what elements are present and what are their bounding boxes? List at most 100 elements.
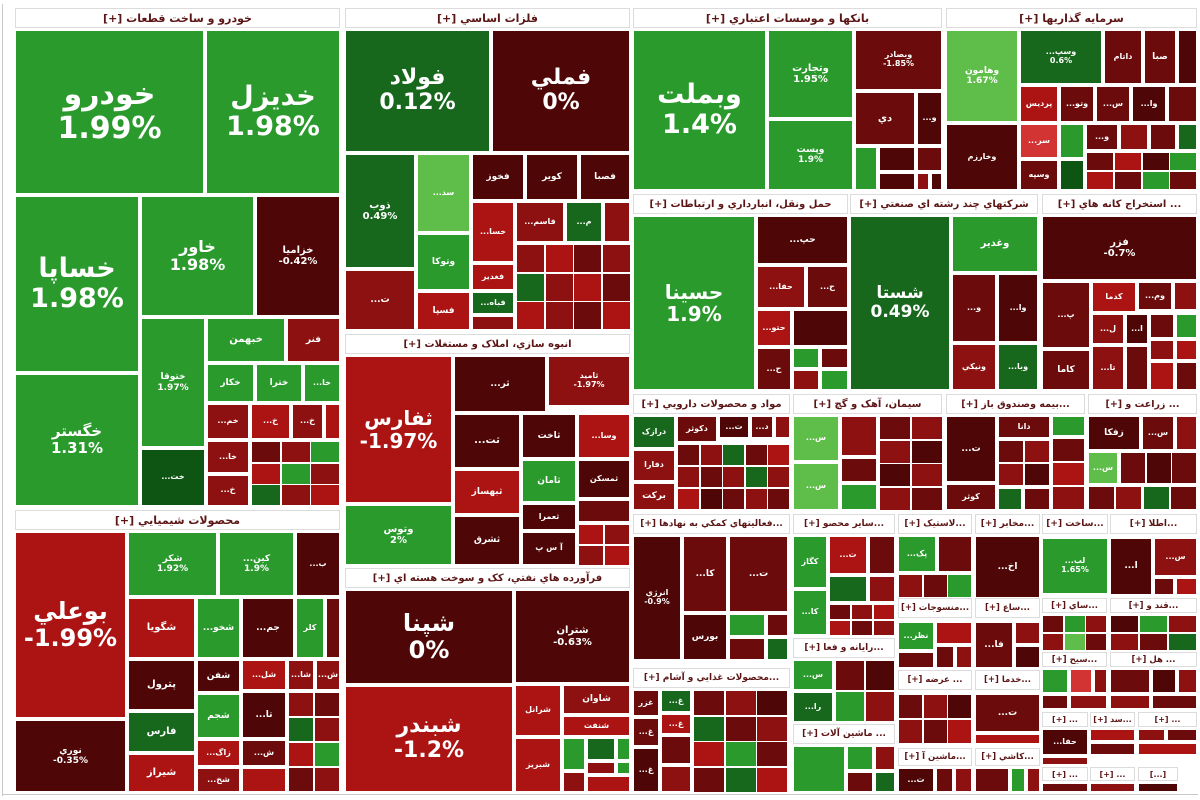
stock-tile[interactable] <box>700 444 723 466</box>
stock-tile[interactable] <box>1042 633 1064 651</box>
stock-tile[interactable] <box>1176 340 1197 360</box>
stock-tile[interactable] <box>578 545 604 566</box>
stock-tile[interactable] <box>745 466 768 488</box>
stock-tile[interactable]: خ... <box>207 475 249 506</box>
stock-tile[interactable] <box>917 173 929 190</box>
stock-tile[interactable]: وبملت 1.4% <box>633 30 766 190</box>
stock-tile[interactable] <box>879 440 911 464</box>
stock-tile[interactable] <box>869 536 895 574</box>
stock-tile[interactable] <box>1168 86 1197 122</box>
stock-tile[interactable] <box>1169 152 1197 171</box>
stock-tile[interactable]: حسينا 1.9% <box>633 216 755 390</box>
stock-tile[interactable] <box>573 244 602 273</box>
stock-tile[interactable] <box>955 768 972 792</box>
stock-tile[interactable] <box>516 273 545 302</box>
stock-tile[interactable] <box>242 768 286 792</box>
sector-header-mini-3[interactable]: ... [+] <box>1138 712 1197 727</box>
stock-tile[interactable] <box>1052 438 1085 462</box>
stock-tile[interactable] <box>911 416 943 440</box>
stock-tile[interactable] <box>879 463 911 487</box>
sector-header-investments[interactable]: سرمايه گذاريها [+] <box>946 8 1197 28</box>
stock-tile[interactable] <box>288 742 314 767</box>
stock-tile[interactable] <box>1042 695 1068 709</box>
sector-header-agriculture[interactable]: ... زراعت و [+] <box>1088 394 1197 414</box>
stock-tile[interactable]: سر... <box>1020 124 1058 158</box>
stock-tile[interactable] <box>1138 729 1165 741</box>
stock-tile[interactable]: ثفارس -1.97% <box>345 356 452 503</box>
stock-tile[interactable] <box>1139 633 1168 651</box>
stock-tile[interactable] <box>793 348 819 368</box>
stock-tile[interactable] <box>1126 346 1148 390</box>
sector-header-real-estate[interactable]: انبوه سازي، املاک و مستغلات [+] <box>345 334 630 354</box>
stock-tile[interactable] <box>879 416 911 440</box>
stock-tile[interactable] <box>767 614 788 636</box>
stock-tile[interactable] <box>829 620 851 636</box>
stock-tile[interactable] <box>472 316 514 330</box>
stock-tile[interactable] <box>281 441 311 463</box>
stock-tile[interactable] <box>288 767 314 792</box>
stock-tile[interactable]: ختوقا 1.97% <box>141 318 205 447</box>
stock-tile[interactable] <box>767 444 790 466</box>
stock-tile[interactable] <box>847 746 873 770</box>
stock-tile[interactable]: آ س پ <box>522 532 576 565</box>
stock-tile[interactable] <box>693 767 725 793</box>
stock-tile[interactable] <box>1178 30 1197 84</box>
sector-header-information[interactable]: ...اطلا [+] <box>1110 514 1197 534</box>
stock-tile[interactable]: س... <box>793 416 839 461</box>
sector-header-sugar[interactable]: ...قند و [+] <box>1110 598 1197 613</box>
sector-header-supply[interactable]: ... عرضه [+] <box>898 670 972 690</box>
stock-tile[interactable]: حپ... <box>757 216 848 264</box>
stock-tile[interactable] <box>851 620 873 636</box>
stock-tile[interactable] <box>1138 743 1197 755</box>
stock-tile[interactable]: ش... <box>316 660 340 690</box>
stock-tile[interactable] <box>677 488 700 510</box>
stock-tile[interactable] <box>898 719 923 744</box>
stock-tile[interactable] <box>1094 669 1107 693</box>
stock-tile[interactable] <box>829 604 851 620</box>
stock-tile[interactable]: ثاميد -1.97% <box>548 356 630 406</box>
sector-header-sector-saa[interactable]: ...ساع [+] <box>975 598 1040 618</box>
stock-tile[interactable] <box>1176 314 1197 338</box>
stock-tile[interactable]: فسپا <box>417 292 470 330</box>
stock-tile[interactable] <box>314 767 340 792</box>
sector-header-hotel[interactable]: ... هل [+] <box>1110 652 1197 667</box>
stock-tile[interactable] <box>314 717 340 742</box>
stock-tile[interactable] <box>767 488 790 510</box>
stock-tile[interactable]: غ... <box>661 714 691 734</box>
stock-tile[interactable] <box>1174 282 1197 310</box>
stock-tile[interactable] <box>756 716 788 742</box>
stock-tile[interactable] <box>325 404 340 439</box>
stock-tile[interactable]: را... <box>793 692 833 722</box>
stock-tile[interactable] <box>326 598 340 658</box>
stock-tile[interactable] <box>1052 416 1085 436</box>
stock-tile[interactable]: ت... <box>729 536 788 612</box>
stock-tile[interactable]: خ... <box>251 404 290 439</box>
sector-header-transport[interactable]: حمل ونقل، انبارداري و ارتباطات [+] <box>633 194 848 214</box>
stock-tile[interactable]: داتام <box>1104 30 1142 84</box>
stock-tile[interactable] <box>938 536 972 572</box>
stock-tile[interactable] <box>835 691 865 722</box>
stock-tile[interactable] <box>1178 669 1197 693</box>
stock-tile[interactable] <box>310 463 340 485</box>
sector-header-recreation[interactable]: ...سيح [+] <box>1042 652 1107 667</box>
stock-tile[interactable] <box>661 766 691 792</box>
stock-tile[interactable]: فارس <box>128 712 195 752</box>
stock-tile[interactable] <box>1154 578 1174 595</box>
stock-tile[interactable]: پ... <box>1042 282 1090 348</box>
stock-tile[interactable] <box>722 466 745 488</box>
stock-tile[interactable] <box>1176 578 1197 595</box>
sector-header-banks[interactable]: بانکها و موسسات اعتباري [+] <box>633 8 942 28</box>
stock-tile[interactable]: فغدير <box>472 264 514 290</box>
stock-tile[interactable] <box>745 444 768 466</box>
stock-tile[interactable] <box>975 768 1009 792</box>
stock-tile[interactable]: ل... <box>1092 314 1124 344</box>
stock-tile[interactable]: تا... <box>1092 346 1124 390</box>
stock-tile[interactable] <box>1142 171 1170 190</box>
sector-header-misc-products[interactable]: ...ساير محصو [+] <box>793 514 895 534</box>
sector-header-computer[interactable]: ...رايانه و فعا [+] <box>793 638 895 658</box>
stock-tile[interactable] <box>1064 615 1086 633</box>
stock-tile[interactable] <box>1110 669 1150 693</box>
sector-header-tiles-ceramic[interactable]: ...کاشي [+] <box>975 748 1040 766</box>
stock-tile[interactable]: ا... <box>1110 538 1152 595</box>
stock-tile[interactable] <box>947 719 972 744</box>
